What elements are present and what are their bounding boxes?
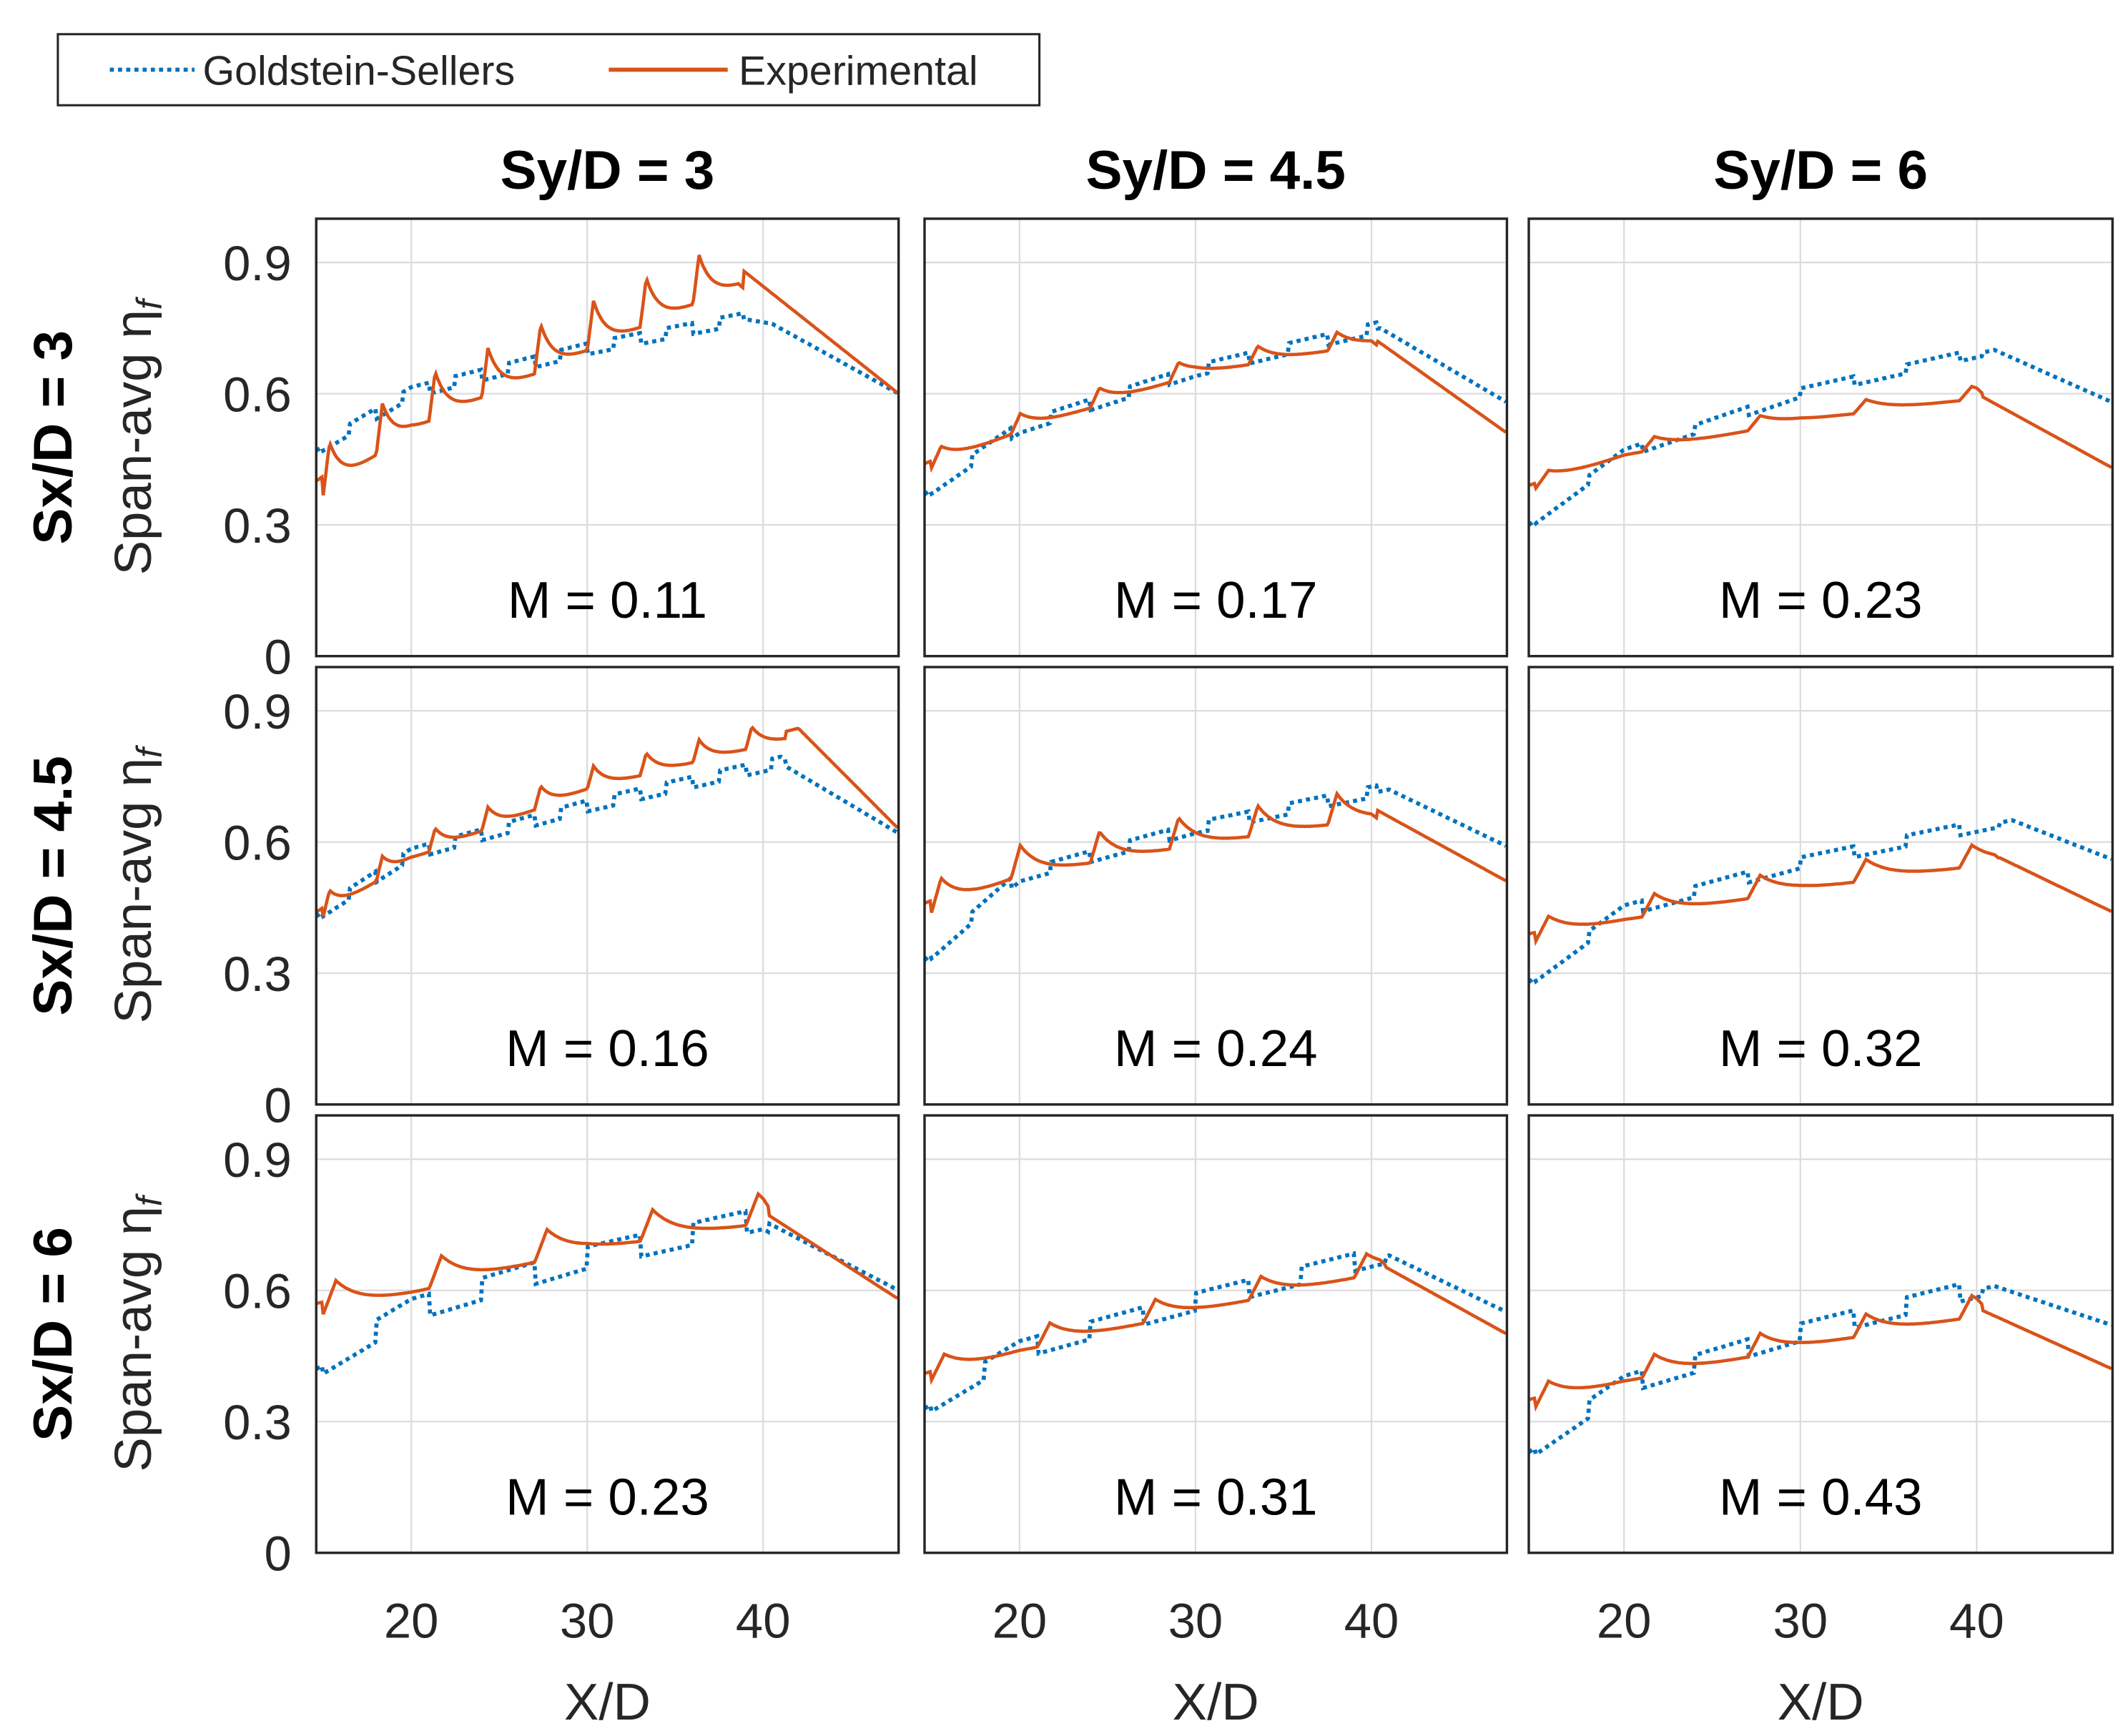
column-title: Sy/D = 6 (1713, 140, 1928, 201)
x-axis-label: X/D (1778, 1673, 1864, 1731)
plot-area (924, 1115, 1507, 1553)
x-axis-label: X/D (1173, 1673, 1259, 1731)
experimental-line (1529, 384, 2113, 492)
legend-goldstein-label: Goldstein-Sellers (203, 49, 516, 94)
panel: M = 0.17 (923, 217, 1509, 658)
goldstein-sellers-line (1529, 818, 2112, 985)
panel: M = 0.23 (315, 1114, 900, 1554)
x-tick-label: 20 (1597, 1593, 1652, 1648)
x-tick-label: 30 (1773, 1593, 1828, 1648)
axes-box (923, 1114, 1509, 1554)
plot-area (1529, 218, 2113, 656)
panel: M = 0.16 (315, 666, 900, 1106)
experimental-line (316, 255, 899, 495)
legend-box (56, 33, 1041, 107)
x-tick-label: 40 (1949, 1593, 2004, 1648)
plot-area (316, 1115, 899, 1553)
column-title: Sy/D = 3 (501, 140, 715, 201)
axes-box (315, 666, 900, 1106)
panel: M = 0.32 (1527, 666, 2114, 1106)
panel: M = 0.11 (315, 217, 900, 658)
x-tick-label: 20 (992, 1593, 1048, 1648)
axes-box (923, 666, 1509, 1106)
y-tick-label: 0.9 (223, 1133, 292, 1188)
row-label: Sx/D = 6 (23, 1227, 84, 1441)
y-tick-label: 0.3 (223, 498, 292, 553)
experimental-line (924, 790, 1507, 913)
y-axis-label: Span-avg ηf (104, 744, 169, 1023)
experimental-line (924, 1251, 1507, 1386)
goldstein-sellers-line (1529, 347, 2113, 527)
plot-area (1529, 1115, 2113, 1553)
axes-box (923, 217, 1509, 658)
y-tick-label: 0.3 (223, 1395, 292, 1450)
experimental-line (316, 725, 899, 917)
y-tick-label: 0.6 (223, 367, 292, 422)
blowing-ratio-label: M = 0.23 (506, 1468, 709, 1526)
row-label: Sx/D = 3 (23, 330, 84, 545)
experimental-line (924, 330, 1507, 473)
goldstein-sellers-line (924, 783, 1507, 962)
y-axis-label: Span-avg ηf (104, 296, 169, 575)
x-tick-label: 40 (1344, 1593, 1399, 1648)
y-tick-label: 0.9 (223, 684, 292, 739)
blowing-ratio-label: M = 0.43 (1719, 1468, 1923, 1526)
x-tick-label: 30 (1168, 1593, 1223, 1648)
y-tick-label: 0 (265, 630, 292, 685)
blowing-ratio-label: M = 0.31 (1114, 1468, 1318, 1526)
x-tick-label: 20 (384, 1593, 439, 1648)
panel: M = 0.23 (1527, 217, 2114, 658)
goldstein-sellers-line (924, 320, 1507, 497)
legend: Goldstein-Sellers Experimental (56, 33, 1041, 107)
plot-area (924, 666, 1507, 1105)
blowing-ratio-label: M = 0.24 (1114, 1020, 1318, 1077)
axes-box (1527, 1114, 2114, 1554)
y-tick-label: 0.3 (223, 947, 292, 1002)
y-tick-label: 0.6 (223, 816, 292, 871)
axes-box (1527, 217, 2114, 658)
y-axis-label: Span-avg ηf (104, 1193, 169, 1471)
blowing-ratio-label: M = 0.23 (1719, 571, 1923, 629)
x-axis-label: X/D (564, 1673, 651, 1731)
experimental-line (316, 1190, 899, 1315)
experimental-line (1529, 842, 2112, 947)
blowing-ratio-label: M = 0.17 (1114, 571, 1318, 629)
blowing-ratio-label: M = 0.11 (508, 571, 707, 629)
panel: M = 0.43 (1527, 1114, 2114, 1554)
panel: M = 0.31 (923, 1114, 1509, 1554)
y-tick-label: 0 (265, 1078, 292, 1133)
axes-box (315, 217, 900, 658)
plot-area (924, 218, 1507, 656)
blowing-ratio-label: M = 0.32 (1719, 1020, 1923, 1077)
goldstein-sellers-line (1529, 1281, 2112, 1458)
goldstein-sellers-line (924, 1251, 1507, 1415)
experimental-line (1529, 1293, 2112, 1412)
y-tick-label: 0.6 (223, 1264, 292, 1319)
blowing-ratio-label: M = 0.16 (506, 1020, 709, 1077)
row-label: Sx/D = 4.5 (23, 756, 84, 1015)
goldstein-sellers-line (316, 754, 899, 919)
axes-box (315, 1114, 900, 1554)
legend-experimental-label: Experimental (739, 49, 978, 94)
y-tick-label: 0.9 (223, 236, 292, 291)
plot-area (316, 218, 899, 656)
axes-box (1527, 666, 2114, 1106)
goldstein-sellers-line (316, 1208, 899, 1377)
y-tick-label: 0 (265, 1527, 292, 1582)
x-tick-label: 40 (736, 1593, 791, 1648)
goldstein-sellers-line (316, 310, 899, 454)
x-tick-label: 30 (560, 1593, 615, 1648)
column-title: Sy/D = 4.5 (1085, 140, 1345, 201)
panel: M = 0.24 (923, 666, 1509, 1106)
plot-area (316, 666, 899, 1105)
